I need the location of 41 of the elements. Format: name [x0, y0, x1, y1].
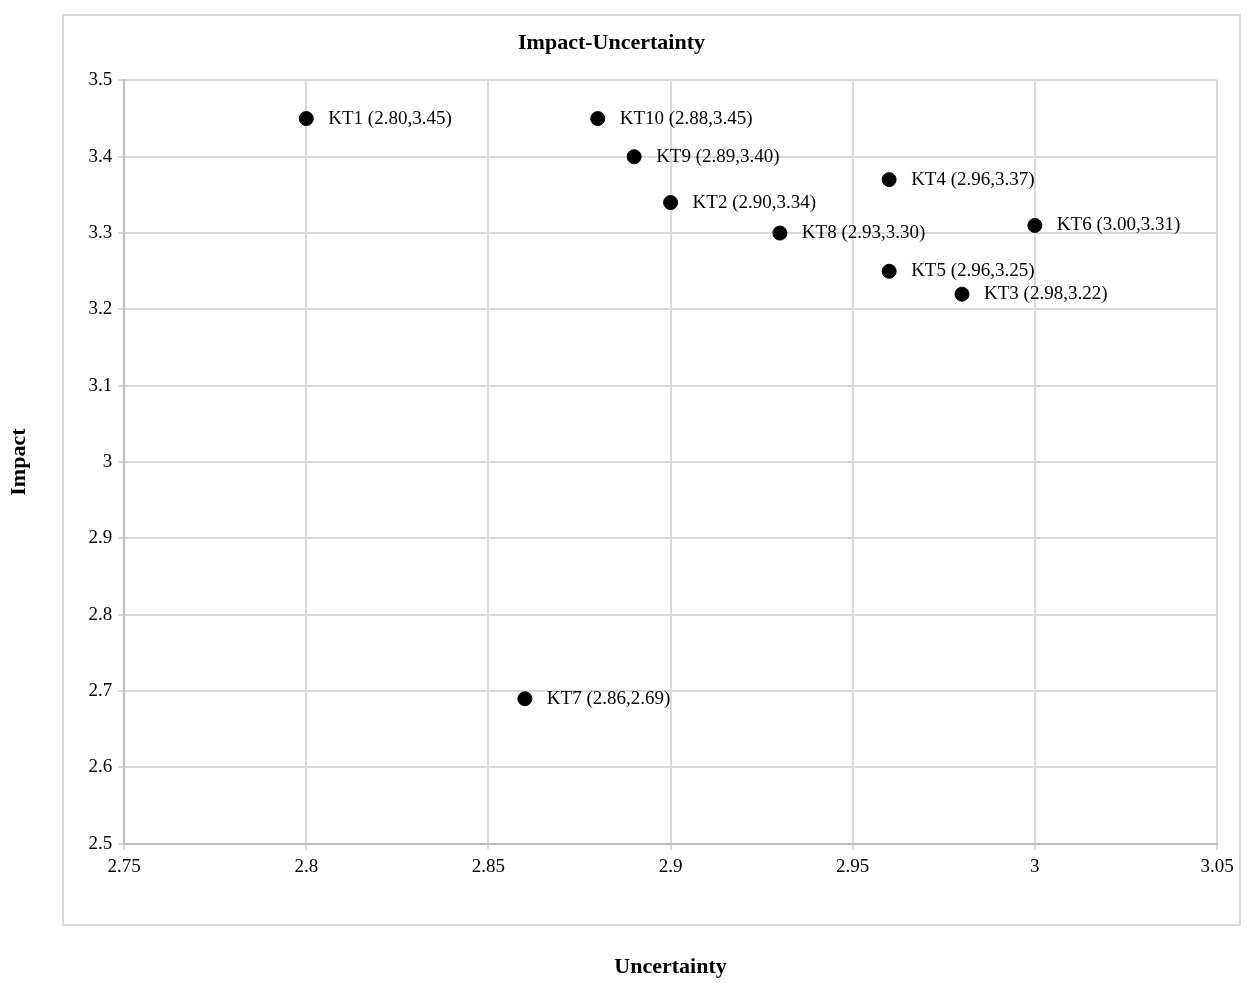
point	[626, 149, 642, 165]
annotation: KT8 (2.93,3.30)	[801, 221, 926, 244]
point	[881, 172, 897, 188]
y-tick-label: 3.5	[88, 68, 113, 90]
y-tick-label: 2.5	[88, 831, 113, 853]
point	[772, 225, 788, 241]
x-axis-title: Uncertainty	[614, 953, 727, 979]
point	[590, 111, 606, 127]
y-tick-label: 2.7	[88, 679, 113, 701]
point	[954, 286, 970, 302]
point	[881, 263, 897, 279]
annotation: KT2 (2.90,3.34)	[692, 190, 817, 213]
annotation: KT10 (2.88,3.45)	[619, 106, 753, 129]
annotation: KT4 (2.96,3.37)	[911, 167, 1035, 190]
y-tick-label: 3.3	[88, 221, 113, 243]
x-tick-label: 2.8	[294, 855, 319, 877]
y-tick-label: 3.2	[88, 297, 113, 319]
annotation: KT1 (2.80,3.45)	[328, 106, 452, 129]
y-tick-label: 2.6	[88, 755, 113, 777]
annotation: KT6 (3.00,3.31)	[1056, 213, 1181, 236]
point	[298, 111, 314, 127]
y-axis-title: Impact	[4, 427, 30, 496]
point	[517, 691, 533, 707]
y-tick-label: 3.4	[88, 144, 113, 166]
x-tick-label: 2.85	[471, 855, 506, 877]
annotation: KT7 (2.86,2.69)	[546, 686, 671, 709]
point	[663, 195, 679, 211]
y-tick-label: 2.9	[88, 526, 113, 548]
x-tick-label: 3	[1030, 855, 1040, 877]
y-tick-label: 3.1	[88, 373, 113, 395]
chart-title: Impact-Uncertainty	[518, 28, 705, 54]
point	[1027, 217, 1043, 233]
y-tick-label: 2.8	[88, 602, 113, 624]
x-tick-label: 2.95	[836, 855, 870, 877]
annotation: KT9 (2.89,3.40)	[656, 144, 780, 167]
annotation: KT5 (2.96,3.25)	[911, 259, 1035, 282]
x-tick-label: 2.75	[107, 855, 141, 877]
x-tick-label: 3.05	[1200, 855, 1234, 877]
x-tick-label: 2.9	[658, 855, 683, 877]
y-tick-label: 3	[102, 450, 113, 472]
annotation: KT3 (2.98,3.22)	[984, 282, 1108, 305]
